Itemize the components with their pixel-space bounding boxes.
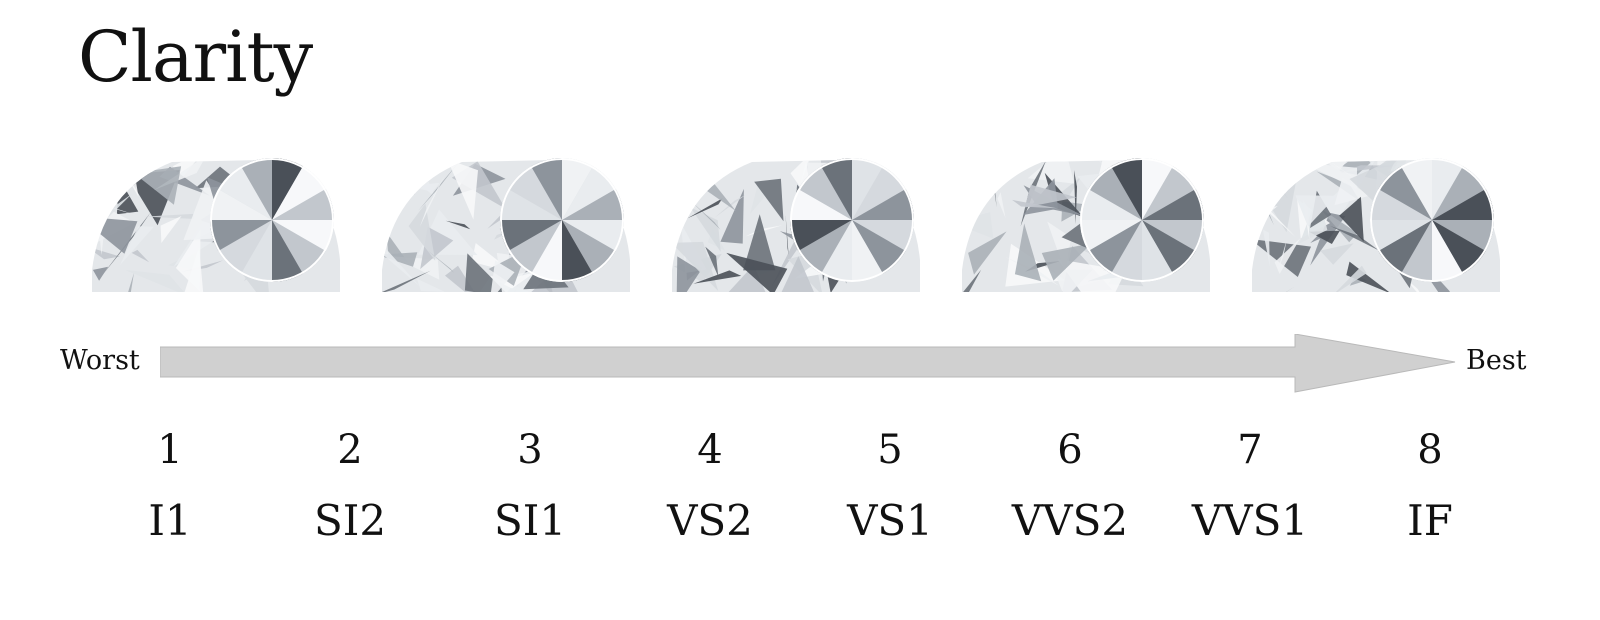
- grade-number-7: 7: [1237, 427, 1263, 473]
- grade-code-5: VS1: [847, 496, 933, 545]
- diamond-image-4: [962, 150, 1212, 295]
- diamond-image-row: [0, 150, 1600, 300]
- diamond-image-2: [382, 150, 632, 295]
- grade-number-1: 1: [157, 427, 183, 473]
- grade-code-7: VVS1: [1191, 496, 1309, 545]
- grade-code-6: VVS2: [1011, 496, 1129, 545]
- grade-code-1: I1: [148, 496, 192, 545]
- worst-label: Worst: [60, 345, 140, 376]
- diamond-image-3: [672, 150, 922, 295]
- diamond-image-1: [92, 150, 342, 295]
- grade-number-2: 2: [337, 427, 363, 473]
- grade-code-2: SI2: [313, 496, 387, 545]
- grade-number-3: 3: [517, 427, 543, 473]
- grade-number-4: 4: [697, 427, 723, 473]
- diamond-image-5: [1252, 150, 1502, 295]
- grade-code-4: VS2: [667, 496, 753, 545]
- best-label: Best: [1466, 345, 1527, 376]
- page-title: Clarity: [78, 16, 313, 98]
- grade-code-3: SI1: [493, 496, 567, 545]
- grade-number-8: 8: [1417, 427, 1443, 473]
- grade-code-8: IF: [1407, 496, 1453, 545]
- grade-number-5: 5: [877, 427, 903, 473]
- grade-number-6: 6: [1057, 427, 1083, 473]
- arrow-icon: [160, 334, 1456, 393]
